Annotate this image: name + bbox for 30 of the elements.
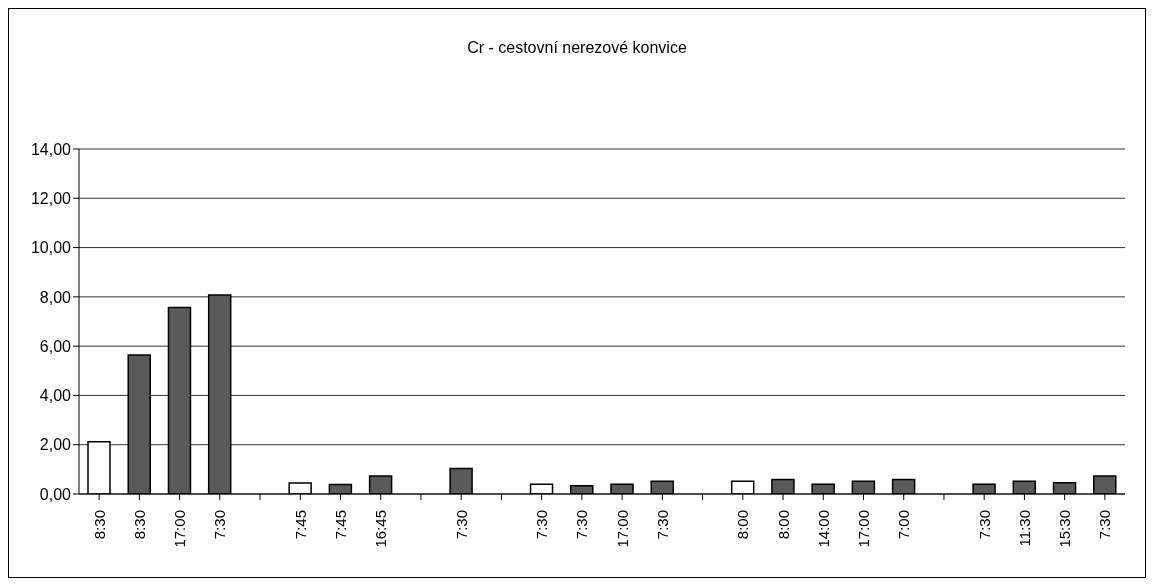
y-tick-label: 4,00 (39, 387, 72, 405)
x-tick-label: 7:30 (573, 510, 591, 540)
x-tick-label: 11:30 (1015, 510, 1033, 547)
x-tick-label: 7:00 (895, 510, 913, 540)
y-tick-label: 12,00 (30, 189, 72, 207)
x-tick-label: 7:30 (533, 510, 551, 540)
y-tick-label: 2,00 (39, 436, 72, 454)
y-tick-label: 6,00 (39, 337, 72, 355)
y-tick-label: 8,00 (39, 288, 72, 306)
x-tick-label: 17:00 (171, 510, 189, 548)
x-tick-label: 7:30 (975, 510, 993, 540)
x-tick-label: 15:30 (1056, 510, 1074, 548)
x-tick-label: 17:00 (855, 510, 872, 548)
x-tick-label: 7:30 (653, 510, 671, 540)
x-tick-label: 17:00 (613, 510, 631, 548)
x-tick-label: 7:30 (211, 510, 229, 540)
x-tick-label: 8:00 (774, 510, 792, 540)
x-tick-label: 8:00 (734, 510, 752, 540)
x-tick-label: 16:45 (372, 510, 390, 548)
x-tick-label: 14:00 (814, 510, 832, 548)
y-tick-label: 10,00 (30, 239, 72, 257)
x-tick-label: 8:30 (90, 510, 108, 540)
y-tick-label: 0,00 (39, 485, 72, 503)
x-tick-label: 7:45 (291, 510, 309, 540)
y-tick-label: 14,00 (30, 140, 72, 158)
x-tick-label: 7:30 (452, 510, 470, 540)
x-tick-label: 7:30 (1096, 510, 1114, 540)
chart-title: Cr - cestovní nerezové konvice (466, 39, 688, 57)
x-tick-label: 7:45 (332, 510, 349, 540)
x-tick-label: 8:30 (130, 510, 148, 540)
